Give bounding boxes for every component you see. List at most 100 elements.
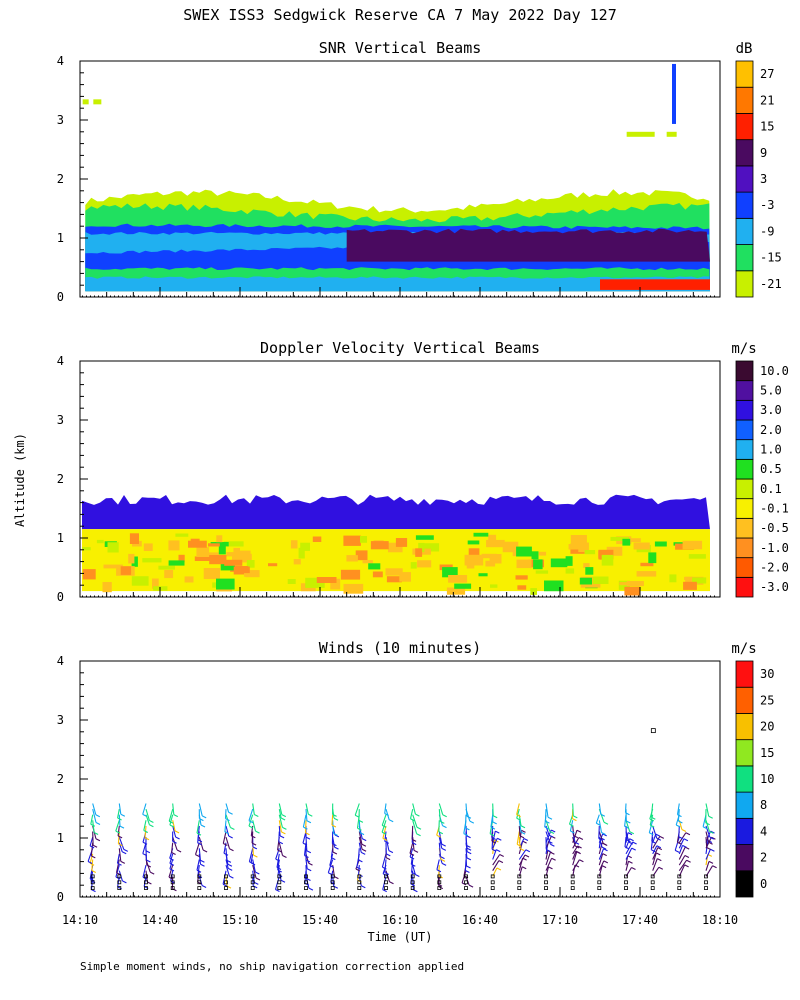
wind-barb-flag	[709, 830, 714, 834]
doppler-cell	[516, 546, 532, 557]
doppler-cell	[343, 583, 364, 594]
colorbar-label: 4	[760, 824, 767, 838]
colorbar-label: 27	[760, 67, 774, 81]
wind-barb-flag	[202, 849, 208, 853]
doppler-cell	[178, 554, 185, 563]
colorbar-swatch	[735, 360, 754, 382]
wind-barb-flag	[465, 827, 470, 831]
wind-barb-flag	[520, 825, 526, 829]
wind-barb-flag	[91, 870, 97, 873]
wind-barb-flag	[573, 835, 579, 839]
doppler-cell	[152, 578, 159, 589]
calm-marker	[170, 874, 175, 879]
wind-barb	[90, 814, 94, 825]
wind-barb-flag	[710, 848, 715, 852]
wind-barb-flag	[409, 852, 415, 856]
wind-barb-flag	[416, 833, 421, 837]
wind-barb-flag	[334, 834, 340, 838]
wind-barb-flag	[684, 864, 689, 868]
wind-barb-flag	[361, 838, 367, 842]
wind-barb	[412, 814, 418, 828]
calm-marker	[330, 880, 335, 885]
wind-barb-flag	[331, 857, 336, 861]
wind-barb	[92, 820, 95, 833]
wind-barb	[305, 803, 309, 815]
wind-barb	[116, 853, 120, 864]
wind-barb	[89, 836, 94, 847]
colorbar-label: 25	[760, 693, 774, 707]
wind-barb	[545, 831, 551, 845]
wind-barb	[117, 825, 120, 836]
calm-marker	[357, 886, 362, 890]
winds-panel-title: Winds (10 minutes)	[319, 639, 482, 657]
doppler-cell	[298, 547, 305, 559]
wind-barb-flag	[657, 858, 662, 862]
wind-barb	[545, 836, 552, 849]
wind-barb-flag	[682, 844, 687, 848]
doppler-cell	[188, 540, 207, 548]
wind-barb	[438, 842, 442, 857]
wind-barb-flag	[149, 824, 154, 828]
wind-barb-flag	[249, 861, 254, 865]
wind-barb	[305, 809, 308, 821]
wind-barb-flag	[197, 875, 203, 879]
wind-barb-flag	[120, 813, 126, 817]
wind-barb-flag	[304, 855, 309, 858]
wind-barb-flag	[248, 820, 254, 824]
colorbar-label: 21	[760, 93, 774, 107]
wind-barb-flag	[381, 824, 387, 828]
doppler-cell	[368, 563, 381, 570]
doppler-cell	[203, 568, 220, 579]
doppler-cell	[419, 543, 440, 552]
doppler-cell	[223, 541, 244, 547]
snr-upper-echo	[93, 99, 102, 105]
wind-barb-flag	[123, 848, 129, 852]
wind-barb	[198, 848, 201, 861]
wind-barb-flag	[521, 829, 526, 833]
doppler-cell	[688, 554, 706, 559]
wind-barb	[412, 820, 418, 834]
wind-barb	[115, 864, 120, 878]
calm-marker	[224, 874, 228, 879]
wind-barb-flag	[358, 819, 364, 823]
wind-barb-flag	[442, 814, 447, 818]
wind-barb-flag	[226, 859, 232, 863]
wind-barb	[595, 814, 600, 824]
wind-barb-flag	[388, 819, 394, 823]
snr-band-surface	[85, 276, 711, 292]
wind-barb-flag	[524, 854, 530, 858]
colorbar-label: -0.5	[760, 521, 789, 535]
wind-barb	[624, 837, 627, 847]
calm-marker	[517, 886, 522, 890]
wind-barb-flag	[147, 881, 152, 885]
wind-barb	[518, 837, 521, 849]
wind-barb	[170, 870, 174, 882]
wind-barb-flag	[120, 860, 126, 864]
calm-marker	[490, 886, 495, 890]
wind-barb	[678, 864, 686, 877]
wind-barb-flag	[118, 843, 123, 847]
doppler-cell	[533, 559, 543, 570]
wind-barb	[518, 854, 526, 866]
wind-barb-flag	[411, 842, 417, 846]
calm-marker	[597, 874, 602, 879]
calm-marker	[304, 886, 308, 890]
wind-barb-flag	[223, 843, 228, 846]
wind-barb	[143, 820, 147, 831]
colorbar-swatch	[735, 739, 754, 767]
wind-barb	[117, 831, 120, 844]
wind-barb-flag	[632, 841, 637, 845]
doppler-cell	[629, 538, 641, 543]
wind-barb-flag	[308, 887, 314, 891]
wind-barb	[411, 859, 414, 873]
wind-barb-flag	[651, 849, 656, 853]
wind-barb-flag	[546, 849, 551, 852]
wind-barb	[384, 803, 387, 814]
wind-barb-flag	[333, 817, 339, 821]
wind-barb-flag	[306, 868, 312, 872]
wind-barb-flag	[579, 859, 584, 863]
wind-barb	[625, 825, 628, 840]
wind-barb-flag	[625, 812, 630, 816]
doppler-cell	[168, 560, 185, 566]
wind-barb-flag	[381, 831, 387, 835]
